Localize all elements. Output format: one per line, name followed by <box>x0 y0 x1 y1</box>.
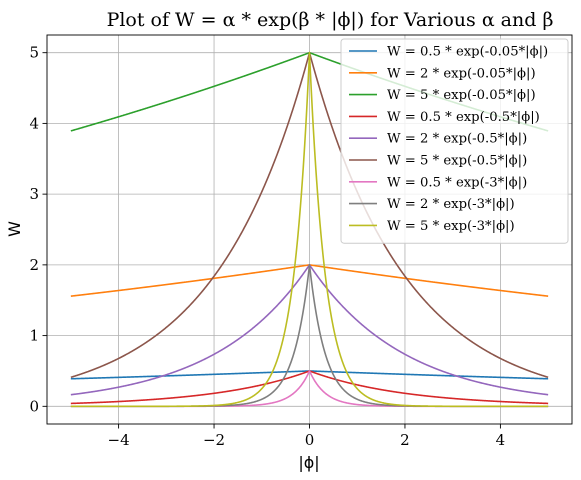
legend-entry-label: W = 2 * exp(-0.5*|ϕ|) <box>387 132 527 147</box>
legend-entry-label: W = 2 * exp(-0.05*|ϕ|) <box>387 66 536 81</box>
legend-entry-label: W = 0.5 * exp(-0.5*|ϕ|) <box>387 110 540 125</box>
legend-entry-label: W = 0.5 * exp(-3*|ϕ|) <box>387 175 527 190</box>
y-tick-label: 2 <box>29 256 39 274</box>
chart-title: Plot of W = α * exp(β * |ϕ|) for Various… <box>107 9 554 31</box>
x-axis-label: |ϕ| <box>298 453 319 472</box>
legend-entry-label: W = 5 * exp(-0.5*|ϕ|) <box>387 154 527 169</box>
x-tick-label: −2 <box>203 431 225 449</box>
y-tick-label: 0 <box>29 397 39 415</box>
y-tick-label: 4 <box>29 114 39 132</box>
legend-box <box>340 38 569 244</box>
legend-entry-label: W = 0.5 * exp(-0.05*|ϕ|) <box>387 45 548 60</box>
y-axis-label: W <box>5 221 24 237</box>
legend-entry-label: W = 5 * exp(-0.05*|ϕ|) <box>387 88 536 103</box>
y-tick-label: 5 <box>29 44 39 62</box>
x-tick-label: 2 <box>400 431 410 449</box>
x-tick-label: 4 <box>496 431 506 449</box>
x-tick-label: −4 <box>108 431 130 449</box>
series-line-9 <box>70 51 549 408</box>
x-tick-label: 0 <box>305 431 315 449</box>
legend-entry-label: W = 2 * exp(-3*|ϕ|) <box>387 197 515 212</box>
legend: W = 0.5 * exp(-0.05*|ϕ|) W = 2 * exp(-0.0… <box>340 38 569 244</box>
y-tick-label: 1 <box>29 327 39 345</box>
legend-entry-label: W = 5 * exp(-3*|ϕ|) <box>387 219 515 234</box>
y-tick-label: 3 <box>29 185 39 203</box>
